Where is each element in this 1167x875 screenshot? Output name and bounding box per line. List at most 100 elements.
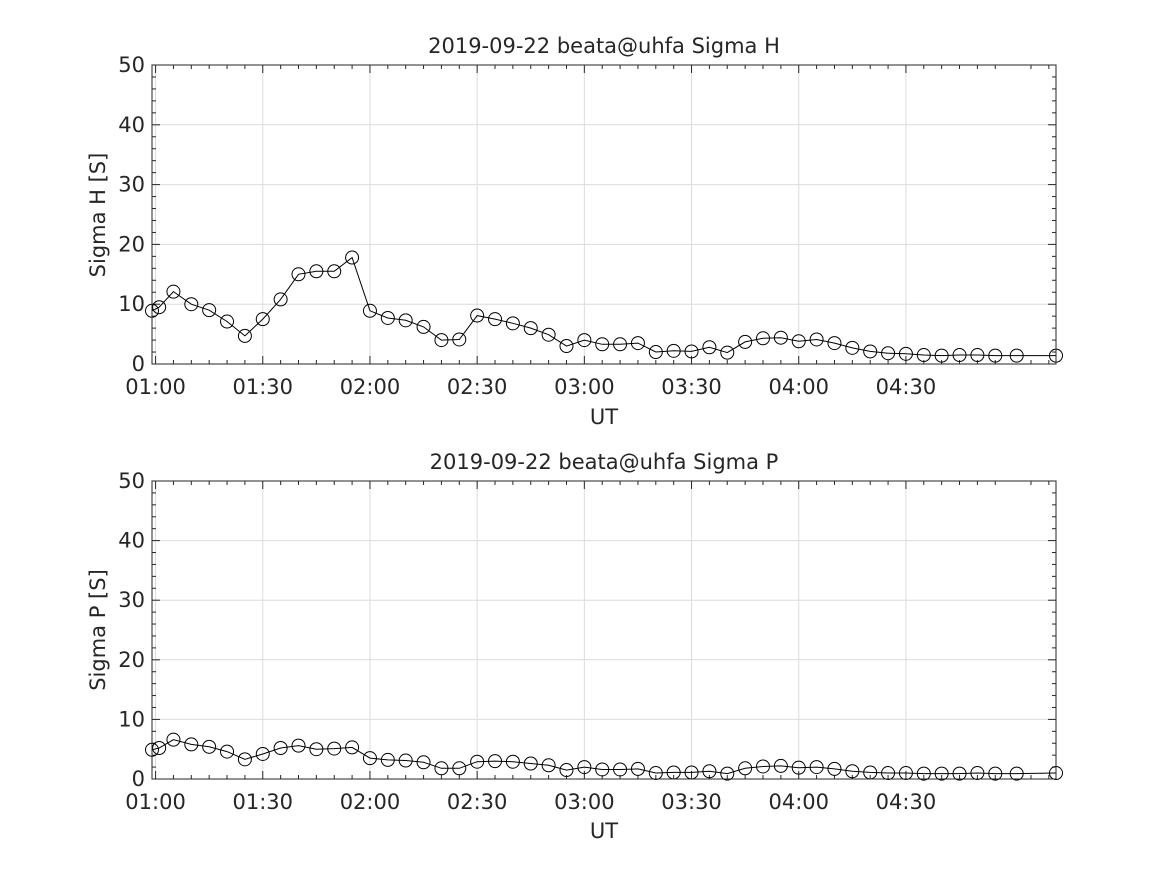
- data-point: [202, 739, 217, 754]
- x-ticks: 01:00 01:30 02:00 02:30 03:00 03:30 04:00 04:30: [125, 65, 1050, 399]
- data-point: [845, 764, 860, 779]
- data-point: [434, 333, 449, 348]
- data-point: [255, 312, 270, 327]
- data-point: [630, 761, 645, 776]
- x-tick-label: 01:00: [125, 375, 186, 399]
- x-tick-label: 04:30: [876, 790, 937, 814]
- data-point: [362, 303, 377, 318]
- data-point: [720, 766, 735, 781]
- y-tick-label: 0: [132, 767, 145, 791]
- data-point: [1009, 348, 1024, 363]
- data-point: [577, 760, 592, 775]
- data-point: [488, 312, 503, 327]
- axes-box: [151, 480, 1057, 780]
- x-tick-label: 04:00: [768, 375, 829, 399]
- data-point: [345, 740, 360, 755]
- data-point: [756, 759, 771, 774]
- data-point: [559, 339, 574, 354]
- data-point: [791, 334, 806, 349]
- grid: [152, 481, 1056, 779]
- data-point: [863, 344, 878, 359]
- data-point: [452, 332, 467, 347]
- series-line: [151, 256, 1056, 357]
- data-point: [881, 766, 896, 781]
- x-axis-label: UT: [590, 405, 618, 429]
- data-point: [505, 754, 520, 769]
- x-axis-label: UT: [590, 819, 618, 843]
- y-ticks: 0 10 20 30 40 50: [118, 53, 1056, 376]
- data-point: [237, 328, 252, 343]
- data-point: [202, 303, 217, 318]
- data-point: [523, 756, 538, 771]
- y-tick-label: 20: [118, 648, 145, 672]
- data-point: [291, 267, 306, 282]
- y-tick-label: 50: [118, 469, 145, 493]
- data-point: [541, 758, 556, 773]
- y-axis-label: Sigma H [S]: [86, 153, 110, 278]
- data-point: [1009, 766, 1024, 781]
- data-point: [577, 333, 592, 348]
- x-tick-label: 02:30: [447, 790, 508, 814]
- y-axis-label: Sigma P [S]: [86, 569, 110, 691]
- data-point: [970, 348, 985, 363]
- data-point: [452, 761, 467, 776]
- data-point: [595, 762, 610, 777]
- y-tick-label: 30: [118, 173, 145, 197]
- data-point: [595, 337, 610, 352]
- data-point: [327, 741, 342, 756]
- y-tick-label: 30: [118, 588, 145, 612]
- x-tick-label: 04:30: [876, 375, 937, 399]
- x-tick-label: 03:00: [554, 790, 615, 814]
- data-point: [738, 334, 753, 349]
- y-tick-label: 40: [118, 113, 145, 137]
- data-point: [184, 297, 199, 312]
- data-point: [380, 310, 395, 325]
- data-point: [916, 348, 931, 363]
- data-point: [273, 741, 288, 756]
- data-point: [773, 758, 788, 773]
- data-point: [152, 741, 167, 756]
- data-point: [416, 319, 431, 334]
- x-tick-label: 02:30: [447, 375, 508, 399]
- data-point: [666, 343, 681, 358]
- data-point: [273, 292, 288, 307]
- panel-sigma-h: 2019-09-22 beata@uhfa Sigma H 01:00 01:30…: [86, 34, 1063, 429]
- data-point: [720, 345, 735, 360]
- x-tick-label: 03:30: [661, 790, 722, 814]
- data-point: [970, 766, 985, 781]
- data-point: [809, 332, 824, 347]
- data-point: [613, 337, 628, 352]
- x-tick-label: 03:00: [554, 375, 615, 399]
- data-point: [791, 760, 806, 775]
- data-point: [648, 766, 663, 781]
- series-line: [151, 739, 1057, 775]
- data-point: [327, 264, 342, 279]
- data-point: [166, 284, 181, 299]
- data-point: [523, 321, 538, 336]
- data-point: [648, 345, 663, 360]
- data-point: [166, 732, 181, 747]
- x-tick-label: 01:30: [233, 375, 294, 399]
- data-point: [398, 313, 413, 328]
- data-point: [505, 316, 520, 331]
- data-point: [398, 753, 413, 768]
- axes-box: [151, 64, 1057, 365]
- data-point: [309, 264, 324, 279]
- x-tick-label: 03:30: [661, 375, 722, 399]
- data-point: [255, 746, 270, 761]
- grid: [152, 65, 1056, 364]
- y-tick-label: 20: [118, 232, 145, 256]
- data-point: [916, 766, 931, 781]
- data-point: [756, 331, 771, 346]
- chart-title: 2019-09-22 beata@uhfa Sigma H: [428, 34, 780, 58]
- data-point: [952, 766, 967, 781]
- data-point: [881, 346, 896, 361]
- data-point: [470, 308, 485, 323]
- data-point: [152, 300, 167, 315]
- data-point: [416, 755, 431, 770]
- data-point: [630, 336, 645, 351]
- data-point: [988, 766, 1003, 781]
- data-point: [845, 340, 860, 355]
- y-tick-label: 10: [118, 292, 145, 316]
